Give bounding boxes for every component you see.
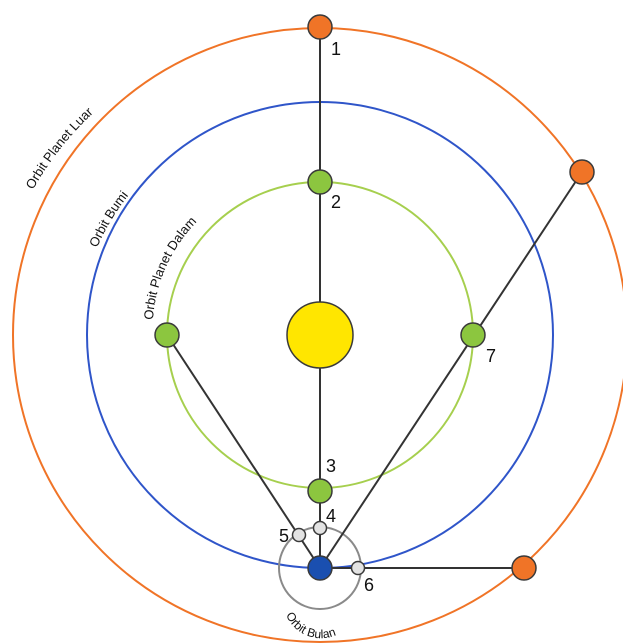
position-label-5: 5 xyxy=(279,526,289,546)
position-label-6: 6 xyxy=(364,575,374,595)
moon-6 xyxy=(350,560,366,576)
inner-planet-2 xyxy=(307,169,333,195)
position-label-1: 1 xyxy=(331,39,341,59)
outer-planet-lower-right xyxy=(511,555,537,581)
outer-planet-right xyxy=(569,159,595,185)
moon-5 xyxy=(291,527,307,543)
outer-orbit-label: Orbit Planet Luar xyxy=(23,104,96,192)
moon-4 xyxy=(312,520,328,536)
inner-planet-3 xyxy=(307,478,333,504)
earth-orbit-label: Orbit Bumi xyxy=(86,188,131,249)
position-label-4: 4 xyxy=(326,506,336,526)
line-earth-to-left-inner xyxy=(166,334,321,569)
position-label-3: 3 xyxy=(326,456,336,476)
line-earth-to-right-outer xyxy=(319,171,583,569)
sun xyxy=(286,301,354,369)
moon-orbit-label: Orbit Bulan xyxy=(283,610,337,642)
inner-planet-7 xyxy=(460,322,486,348)
position-label-7: 7 xyxy=(486,346,496,366)
inner-planet-left xyxy=(154,322,180,348)
outer-planet-1 xyxy=(307,14,333,40)
position-label-2: 2 xyxy=(331,192,341,212)
earth xyxy=(307,555,333,581)
